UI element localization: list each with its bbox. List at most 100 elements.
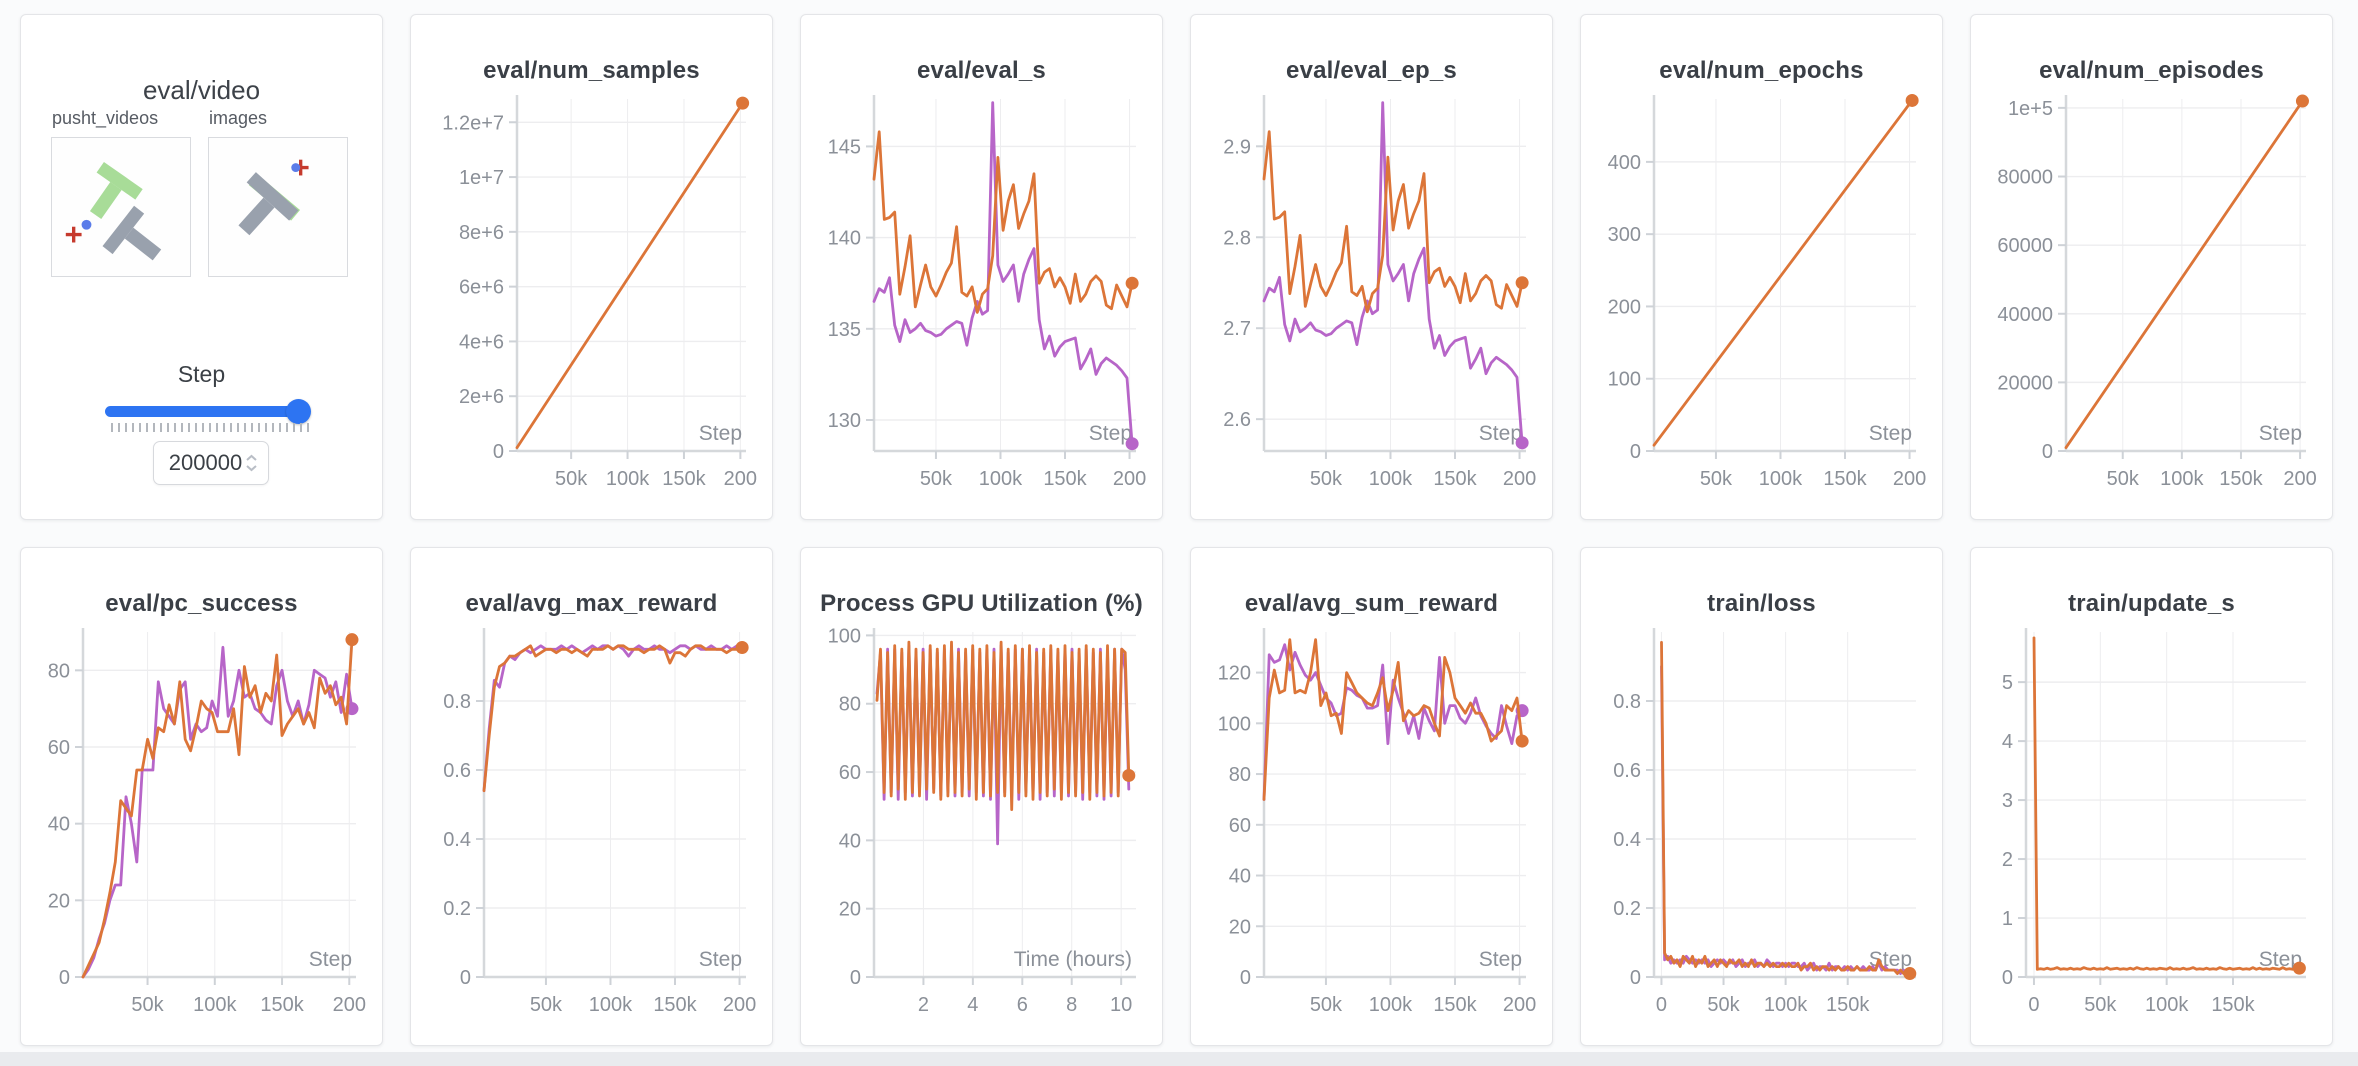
step-slider-label: Step bbox=[177, 361, 226, 387]
svg-text:150k: 150k bbox=[260, 994, 304, 1016]
svg-text:100k: 100k bbox=[2145, 994, 2189, 1016]
images-thumbnail[interactable] bbox=[208, 137, 348, 277]
svg-text:200: 200 bbox=[1113, 468, 1146, 490]
chart-panel-eval-pc-success: eval/pc_success 50k 100k 150k 200 0 20 40 60 80 S… bbox=[20, 547, 383, 1046]
svg-text:50k: 50k bbox=[555, 468, 588, 490]
svg-text:Time (hours): Time (hours) bbox=[1014, 948, 1132, 971]
blue-agent-dot bbox=[291, 163, 301, 173]
svg-text:150k: 150k bbox=[1433, 468, 1477, 490]
svg-text:2.6: 2.6 bbox=[1223, 409, 1251, 431]
svg-text:100k: 100k bbox=[193, 994, 237, 1016]
svg-text:0: 0 bbox=[2028, 994, 2039, 1016]
chart-panel-eval-eval-s: eval/eval_s 50k 100k 150k 200 130 135 140 145 St… bbox=[800, 14, 1163, 520]
gray-t-block bbox=[238, 172, 299, 236]
svg-text:1e+5: 1e+5 bbox=[2008, 98, 2053, 120]
chart-canvas-eval-num-samples[interactable]: 50k 100k 150k 200 0 2e+6 4e+6 6e+6 8e+6 1e+7 1.2e+… bbox=[411, 89, 772, 519]
chart-panel-train-update-s: train/update_s 0 50k 100k 150k 0 1 2 3 4 5 Step bbox=[1970, 547, 2333, 1046]
step-value-box bbox=[153, 441, 269, 485]
svg-text:40000: 40000 bbox=[1997, 304, 2053, 326]
svg-text:100k: 100k bbox=[1369, 468, 1413, 490]
chart-canvas-eval-avg-max-reward[interactable]: 50k 100k 150k 200 0 0.2 0.4 0.6 0.8 Step bbox=[411, 622, 772, 1045]
svg-text:150k: 150k bbox=[2219, 468, 2263, 490]
svg-text:150k: 150k bbox=[662, 468, 706, 490]
svg-text:200: 200 bbox=[1503, 468, 1536, 490]
svg-text:2.9: 2.9 bbox=[1223, 136, 1251, 158]
svg-text:0.8: 0.8 bbox=[443, 691, 471, 713]
svg-text:200: 200 bbox=[1608, 296, 1641, 318]
svg-text:50k: 50k bbox=[131, 994, 164, 1016]
chart-canvas-eval-avg-sum-reward[interactable]: 50k 100k 150k 200 0 20 40 60 80 100 120 Step bbox=[1191, 622, 1552, 1045]
svg-text:2.8: 2.8 bbox=[1223, 227, 1251, 249]
svg-text:20000: 20000 bbox=[1997, 372, 2053, 394]
svg-text:Step: Step bbox=[699, 948, 742, 971]
svg-text:0: 0 bbox=[1656, 994, 1667, 1016]
svg-text:80: 80 bbox=[48, 660, 70, 682]
svg-text:0: 0 bbox=[1630, 441, 1641, 463]
chart-canvas-train-update-s[interactable]: 0 50k 100k 150k 0 1 2 3 4 5 Step bbox=[1971, 622, 2332, 1045]
spinner-up-icon[interactable] bbox=[245, 454, 258, 462]
blue-agent-dot bbox=[81, 219, 92, 230]
video-panel: eval/video pusht_videos images bbox=[20, 14, 383, 520]
chart-canvas-eval-eval-s[interactable]: 50k 100k 150k 200 130 135 140 145 Step bbox=[801, 89, 1162, 519]
svg-text:200: 200 bbox=[724, 468, 757, 490]
svg-text:300: 300 bbox=[1608, 224, 1641, 246]
step-slider-thumb[interactable] bbox=[286, 399, 311, 424]
svg-text:0.8: 0.8 bbox=[1613, 691, 1641, 713]
svg-text:6e+6: 6e+6 bbox=[459, 277, 504, 299]
svg-text:50k: 50k bbox=[1310, 994, 1343, 1016]
chart-title: eval/eval_s bbox=[917, 57, 1046, 84]
svg-text:2: 2 bbox=[918, 994, 929, 1016]
chart-panel-eval-num-samples: eval/num_samples 50k 100k 150k 200 0 2e+6 4e+6… bbox=[410, 14, 773, 520]
svg-text:10: 10 bbox=[1110, 994, 1132, 1016]
svg-text:5: 5 bbox=[2002, 672, 2013, 694]
svg-text:20: 20 bbox=[839, 899, 861, 921]
svg-text:100: 100 bbox=[1218, 713, 1251, 735]
svg-text:0: 0 bbox=[850, 967, 861, 989]
svg-text:2: 2 bbox=[2002, 849, 2013, 871]
chart-title: eval/eval_ep_s bbox=[1286, 57, 1457, 84]
svg-text:120: 120 bbox=[1218, 663, 1251, 685]
svg-text:100: 100 bbox=[1608, 369, 1641, 391]
svg-text:60: 60 bbox=[839, 762, 861, 784]
chart-panel-eval-eval-ep-s: eval/eval_ep_s 50k 100k 150k 200 2.6 2.7 2.8 2.… bbox=[1190, 14, 1553, 520]
chart-canvas-eval-eval-ep-s[interactable]: 50k 100k 150k 200 2.6 2.7 2.8 2.9 Step bbox=[1191, 89, 1552, 519]
gray-t-block bbox=[102, 205, 162, 261]
svg-text:Step: Step bbox=[1089, 422, 1132, 445]
pusht-video-thumbnail[interactable] bbox=[51, 137, 191, 277]
chart-canvas-eval-num-epochs[interactable]: 50k 100k 150k 200 0 100 200 300 400 Step bbox=[1581, 89, 1942, 519]
video-panel-title: eval/video bbox=[142, 75, 261, 105]
chart-canvas-eval-num-episodes[interactable]: 50k 100k 150k 200 0 20000 40000 60000 80000 1e+5 S… bbox=[1971, 89, 2332, 519]
svg-text:0: 0 bbox=[460, 967, 471, 989]
svg-text:145: 145 bbox=[828, 136, 861, 158]
svg-text:Step: Step bbox=[699, 422, 742, 445]
svg-text:Step: Step bbox=[2259, 948, 2302, 971]
svg-text:100k: 100k bbox=[1369, 994, 1413, 1016]
chart-title: train/update_s bbox=[2068, 590, 2235, 617]
step-value-input[interactable] bbox=[164, 449, 247, 477]
red-cross bbox=[65, 226, 82, 243]
chart-title: eval/pc_success bbox=[105, 590, 298, 617]
svg-text:80: 80 bbox=[1229, 764, 1251, 786]
chart-canvas-eval-pc-success[interactable]: 50k 100k 150k 200 0 20 40 60 80 Step bbox=[21, 622, 382, 1045]
svg-text:60: 60 bbox=[48, 737, 70, 759]
svg-text:50k: 50k bbox=[1310, 468, 1343, 490]
media-label-images: images bbox=[209, 108, 268, 128]
svg-text:0: 0 bbox=[1630, 967, 1641, 989]
svg-text:100k: 100k bbox=[1764, 994, 1808, 1016]
chart-title: eval/num_episodes bbox=[2039, 57, 2264, 84]
chart-panel-eval-num-epochs: eval/num_epochs 50k 100k 150k 200 0 100 200 300… bbox=[1580, 14, 1943, 520]
svg-text:2.7: 2.7 bbox=[1223, 318, 1251, 340]
svg-text:8e+6: 8e+6 bbox=[459, 222, 504, 244]
svg-text:0: 0 bbox=[493, 441, 504, 463]
svg-text:4e+6: 4e+6 bbox=[459, 331, 504, 353]
svg-text:1.2e+7: 1.2e+7 bbox=[442, 112, 504, 134]
svg-text:50k: 50k bbox=[2107, 468, 2140, 490]
spinner-down-icon[interactable] bbox=[245, 464, 258, 472]
svg-text:150k: 150k bbox=[653, 994, 697, 1016]
svg-text:0: 0 bbox=[59, 967, 70, 989]
step-slider-track[interactable] bbox=[105, 399, 311, 424]
svg-text:40: 40 bbox=[839, 830, 861, 852]
